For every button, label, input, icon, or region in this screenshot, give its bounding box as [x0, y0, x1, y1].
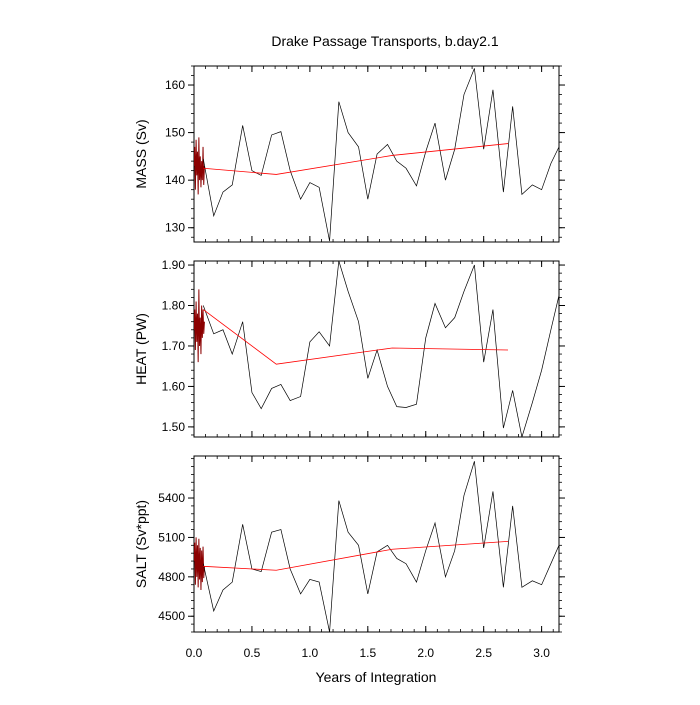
red-series-line	[203, 540, 509, 571]
panel-frame	[193, 260, 560, 438]
y-tick-label: 1.70	[162, 339, 186, 353]
panel-data	[194, 68, 559, 242]
x-axis-label: Years of Integration	[316, 669, 437, 685]
y-tick-label: 4800	[158, 570, 185, 584]
x-tick-label: 1.5	[359, 646, 376, 660]
y-tick-label: 5100	[158, 530, 185, 544]
dense-start-line	[194, 137, 205, 195]
dense-start-line	[194, 537, 205, 590]
x-tick-label: 0.0	[186, 646, 203, 660]
y-tick-label: 160	[165, 78, 185, 92]
y-tick-label: 1.80	[162, 299, 186, 313]
panels-layer: 130 140 150 160 MASS (Sv) 1.50 1.60 1.70 1.80 1.9…	[133, 65, 565, 660]
y-axis-label: HEAT (PW)	[133, 313, 149, 385]
panel-2: 1.50 1.60 1.70 1.80 1.90 HEAT (PW)	[133, 258, 565, 438]
y-tick-label: 4500	[158, 609, 185, 623]
y-tick-label: 1.90	[162, 258, 186, 272]
panel-1: 130 140 150 160 MASS (Sv)	[133, 65, 565, 243]
x-tick-label: 0.5	[244, 646, 261, 660]
y-tick-label: 5400	[158, 491, 185, 505]
x-tick-label: 2.5	[475, 646, 492, 660]
black-series-line	[202, 461, 559, 632]
y-tick-label: 1.50	[162, 420, 186, 434]
panel-data	[194, 461, 559, 632]
x-tick-label: 1.0	[302, 646, 319, 660]
y-axis-label: SALT (Sv*ppt)	[133, 500, 149, 588]
chart-title: Drake Passage Transports, b.day2.1	[271, 33, 498, 49]
panel-frame	[193, 455, 560, 633]
x-tick-label: 2.0	[417, 646, 434, 660]
y-tick-label: 1.60	[162, 379, 186, 393]
y-tick-label: 130	[165, 221, 185, 235]
panel-3: 4500 4800 5100 5400 SALT (Sv*ppt)	[133, 455, 565, 633]
black-series-line	[202, 261, 559, 437]
red-series-line	[203, 143, 509, 175]
x-tick-label: 3.0	[533, 646, 550, 660]
y-axis-label: MASS (Sv)	[133, 119, 149, 188]
black-series-line	[202, 68, 559, 242]
panel-data	[194, 261, 559, 437]
y-tick-label: 150	[165, 126, 185, 140]
red-series-line	[203, 309, 509, 365]
y-tick-label: 140	[165, 173, 185, 187]
dense-start-line	[194, 289, 205, 363]
